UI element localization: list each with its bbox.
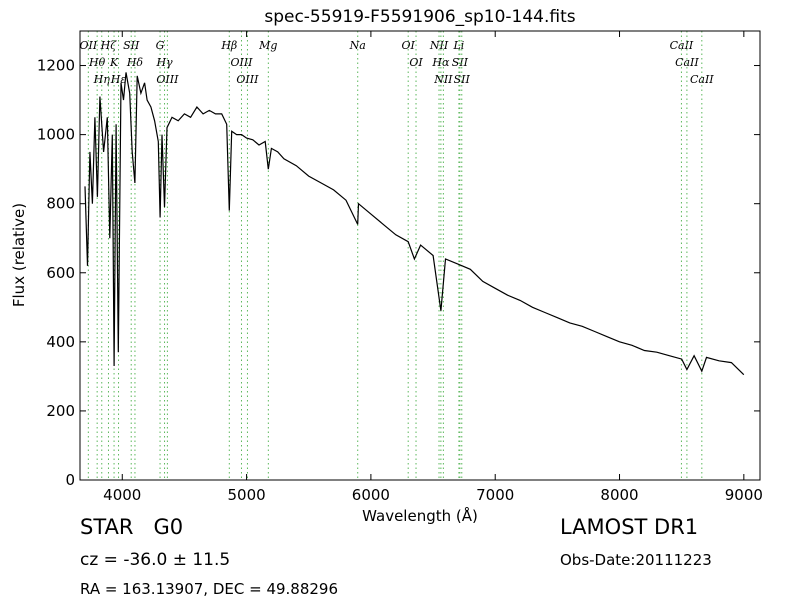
line-label: Hβ: [220, 39, 237, 52]
plot-frame: [79, 30, 761, 481]
spectrum-line: [84, 72, 745, 376]
line-label: OI: [402, 39, 416, 52]
line-label: Li: [452, 39, 464, 52]
y-axis-label: Flux (relative): [10, 203, 28, 307]
line-label: K: [109, 56, 119, 69]
line-label: Na: [349, 39, 366, 52]
x-tick-label: 8000: [600, 486, 638, 504]
line-label: SII: [452, 56, 469, 69]
y-tick-label: 0: [65, 471, 75, 489]
line-label: CaII: [670, 39, 694, 52]
line-label: OI: [409, 56, 423, 69]
x-tick-label: 4000: [103, 486, 141, 504]
y-tick-label: 800: [46, 195, 75, 213]
line-label: CaII: [675, 56, 699, 69]
line-label: Hγ: [155, 56, 173, 69]
obs-date: Obs-Date:20111223: [560, 551, 712, 569]
x-tick-label: 5000: [227, 486, 265, 504]
coordinates: RA = 163.13907, DEC = 49.88296: [80, 580, 338, 598]
line-label: OII: [79, 39, 97, 52]
line-label: Mg: [258, 39, 277, 52]
line-label: Hη: [93, 73, 111, 86]
survey: LAMOST DR1: [560, 515, 698, 539]
chart-title: spec-55919-F5591906_sp10-144.fits: [264, 7, 575, 27]
line-label: NII: [429, 39, 449, 52]
x-tick-label: 9000: [725, 486, 763, 504]
line-label: CaII: [690, 73, 714, 86]
line-label: Hθ: [88, 56, 106, 69]
object-type: STAR G0: [80, 515, 183, 539]
line-label: OIII: [236, 73, 259, 86]
line-label: SII: [454, 73, 471, 86]
line-label: Hα: [431, 56, 450, 69]
y-tick-label: 200: [46, 402, 75, 420]
x-axis-label: Wavelength (Å): [362, 506, 478, 525]
line-label: G: [156, 39, 165, 52]
line-label: OIII: [230, 56, 253, 69]
y-tick-label: 600: [46, 264, 75, 282]
y-tick-label: 1200: [37, 57, 75, 75]
line-label: NII: [433, 73, 453, 86]
redshift: cz = -36.0 ± 11.5: [80, 550, 230, 570]
line-label: Hε: [110, 73, 127, 86]
line-label: OIII: [156, 73, 179, 86]
line-label: SII: [123, 39, 140, 52]
line-label: Hζ: [100, 39, 118, 52]
x-tick-label: 6000: [352, 486, 390, 504]
y-tick-label: 400: [46, 333, 75, 351]
line-label: Hδ: [126, 56, 144, 69]
y-tick-label: 1000: [37, 126, 75, 144]
x-tick-label: 7000: [476, 486, 514, 504]
